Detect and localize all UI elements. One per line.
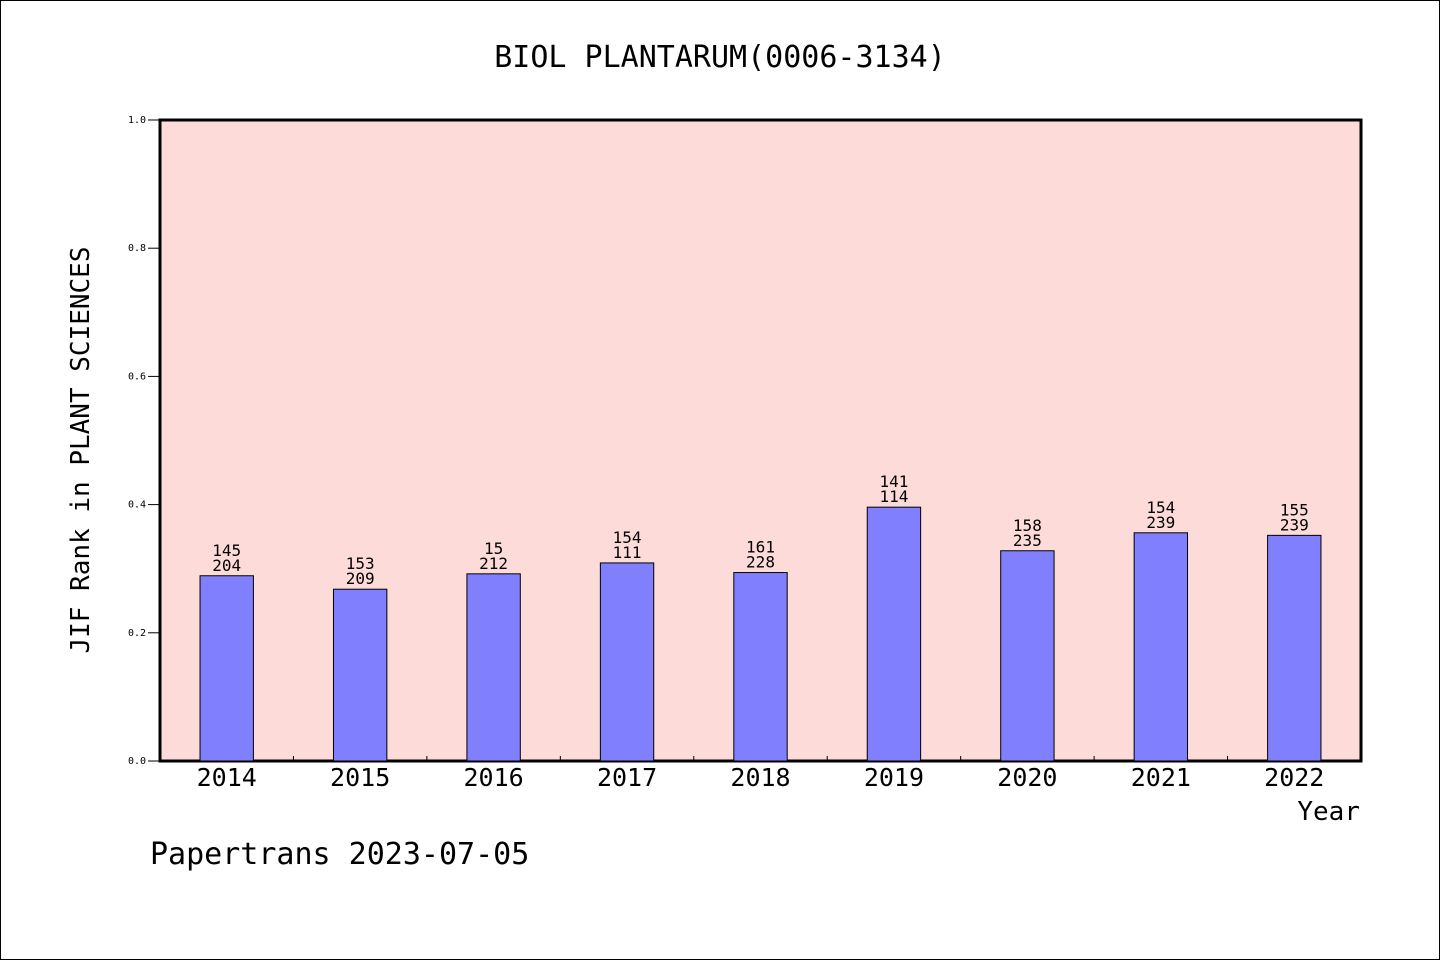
data-label-top-2016: 15 xyxy=(484,539,503,558)
data-label-bottom-2015: 209 xyxy=(346,569,375,588)
data-label-top-2020: 158 xyxy=(1013,516,1042,535)
bar-2019 xyxy=(866,506,922,762)
bar-2018 xyxy=(733,572,788,762)
y-tick-label-0.0: 0.0 xyxy=(128,756,146,767)
footer-text: Papertrans 2023-07-05 xyxy=(150,837,529,872)
data-label-bottom-2017: 111 xyxy=(613,543,642,562)
bar-2022 xyxy=(1267,534,1322,762)
bar-2015 xyxy=(332,588,388,762)
data-label-bottom-2018: 228 xyxy=(746,553,775,572)
data-label-top-2021: 154 xyxy=(1146,498,1175,517)
data-label-bottom-2014: 204 xyxy=(212,556,241,575)
x-tick-label-2019: 2019 xyxy=(864,763,924,792)
ticks-group: 2014 2015 2016 2017 2018 2019 2020 2021 2022 0.0 0… xyxy=(128,115,1324,792)
data-label-bottom-2016: 212 xyxy=(479,554,508,573)
y-tick-label-0.2: 0.2 xyxy=(128,628,146,639)
data-label-bottom-2019: 114 xyxy=(879,487,908,506)
x-tick-label-2022: 2022 xyxy=(1264,763,1324,792)
y-tick-label-0.8: 0.8 xyxy=(128,243,146,254)
x-tick-label-2021: 2021 xyxy=(1131,763,1191,792)
data-label-bottom-2020: 235 xyxy=(1013,531,1042,550)
data-label-top-2018: 161 xyxy=(746,538,775,557)
data-label-bottom-2021: 239 xyxy=(1146,513,1175,532)
data-label-top-2015: 153 xyxy=(346,554,375,573)
data-label-bottom-2022: 239 xyxy=(1280,515,1309,534)
y-axis-label: JIF Rank in PLANT SCIENCES xyxy=(66,247,96,654)
bar-2017 xyxy=(599,562,655,762)
x-axis-label: Year xyxy=(1297,797,1360,827)
bar-2016 xyxy=(466,573,521,762)
bar-2020 xyxy=(1000,550,1055,762)
data-label-top-2017: 154 xyxy=(613,528,642,547)
y-tick-label-0.4: 0.4 xyxy=(128,500,146,511)
y-tick-label-1.0: 1.0 xyxy=(128,115,146,126)
chart-title: BIOL PLANTARUM(0006-3134) xyxy=(494,40,946,75)
bar-2021 xyxy=(1133,532,1189,762)
x-tick-label-2014: 2014 xyxy=(197,763,257,792)
bar-2014 xyxy=(199,575,254,762)
data-label-top-2019: 141 xyxy=(879,472,908,491)
x-tick-label-2016: 2016 xyxy=(464,763,524,792)
data-label-top-2022: 155 xyxy=(1280,500,1309,519)
x-tick-label-2017: 2017 xyxy=(597,763,657,792)
x-tick-label-2018: 2018 xyxy=(730,763,790,792)
data-label-top-2014: 145 xyxy=(212,541,241,560)
y-tick-label-0.6: 0.6 xyxy=(128,371,146,382)
x-tick-label-2015: 2015 xyxy=(330,763,390,792)
x-tick-label-2020: 2020 xyxy=(997,763,1057,792)
